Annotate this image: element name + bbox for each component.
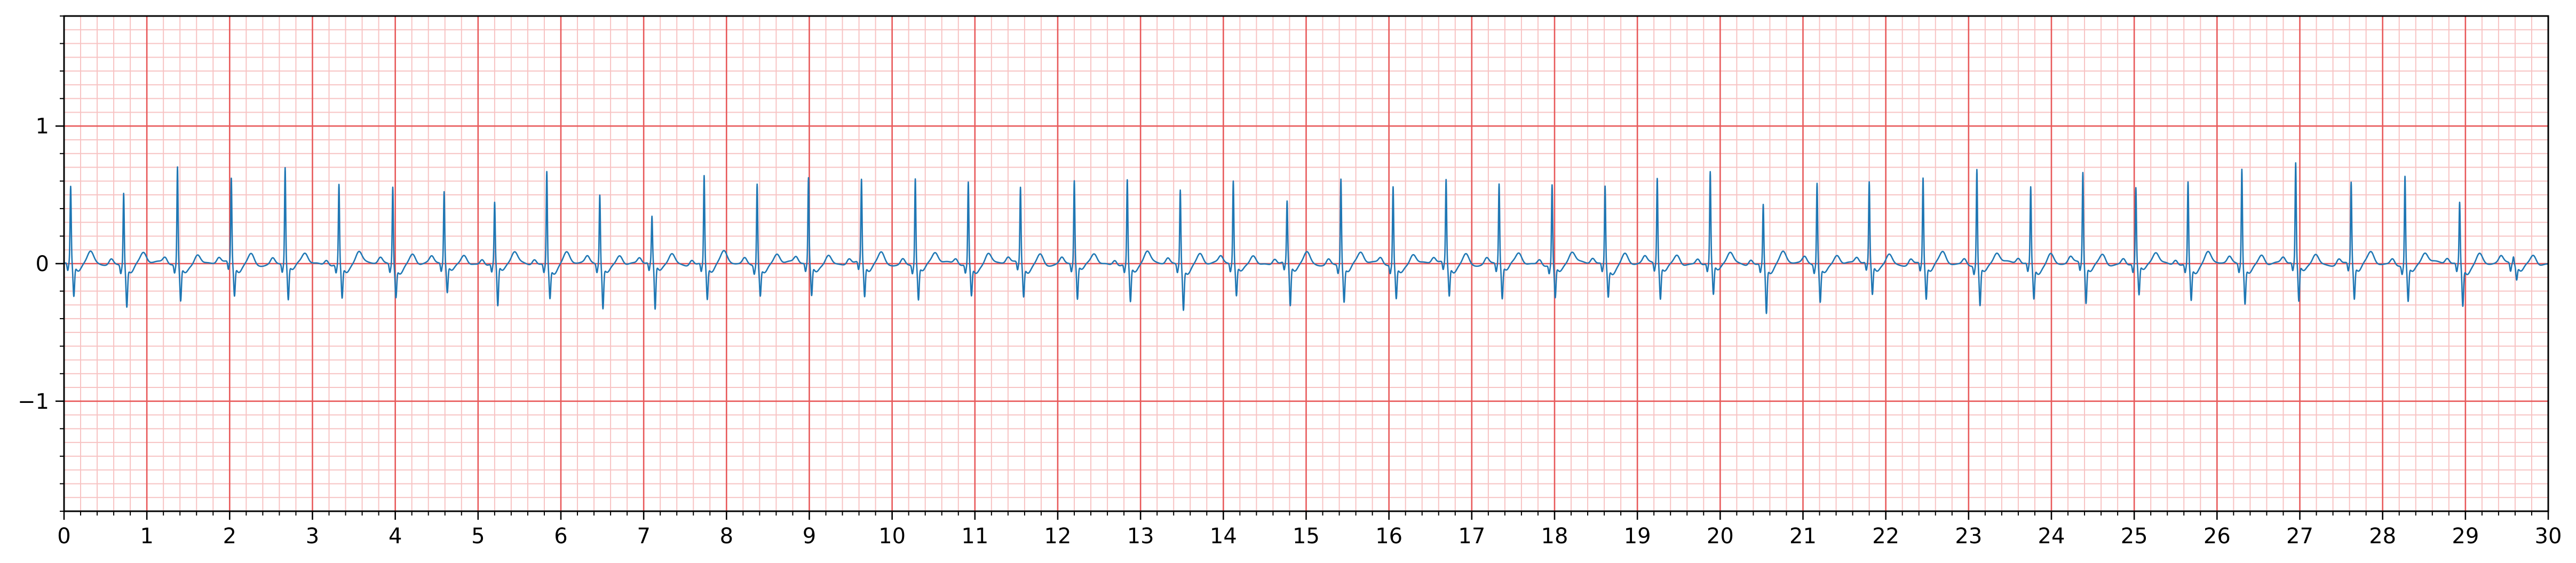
x-tick-label: 20 [1707,524,1734,549]
x-tick-label: 15 [1293,524,1320,549]
x-tick-label: 14 [1210,524,1237,549]
x-tick-label: 30 [2535,524,2562,549]
x-tick-label: 27 [2286,524,2313,549]
x-tick-label: 9 [803,524,816,549]
x-tick-label: 21 [1789,524,1817,549]
x-tick-label: 16 [1375,524,1402,549]
x-tick-label: 10 [878,524,906,549]
x-tick-label: 4 [389,524,402,549]
x-tick-label: 5 [471,524,485,549]
x-tick-label: 1 [140,524,153,549]
x-tick-label: 6 [554,524,567,549]
x-tick-label: 2 [223,524,236,549]
x-tick-label: 19 [1624,524,1651,549]
y-axis: −1 0 1 [18,15,64,512]
x-tick-label: 18 [1541,524,1568,549]
x-tick-label: 8 [720,524,733,549]
trace-layer [64,162,2549,314]
x-tick-label: 28 [2369,524,2396,549]
x-tick-label: 23 [1955,524,1982,549]
ecg-trace [64,162,2549,314]
x-tick-label: 11 [961,524,988,549]
y-tick-label: −1 [18,390,49,414]
x-tick-label: 0 [57,524,70,549]
x-axis: 0 1 2 3 4 5 6 7 8 9 10 11 12 13 14 15 16 17 18 19 20 21 22 23 24… [57,511,2562,549]
x-tick-label: 3 [306,524,319,549]
x-tick-label: 29 [2452,524,2479,549]
x-tick-label: 26 [2204,524,2231,549]
x-tick-label: 22 [1872,524,1899,549]
y-tick-label: 1 [36,114,49,139]
x-tick-label: 7 [637,524,650,549]
x-tick-label: 25 [2121,524,2148,549]
x-tick-label: 17 [1458,524,1485,549]
x-tick-label: 13 [1127,524,1154,549]
y-tick-label: 0 [36,252,49,276]
x-tick-label: 24 [2038,524,2065,549]
x-tick-label: 12 [1044,524,1072,549]
